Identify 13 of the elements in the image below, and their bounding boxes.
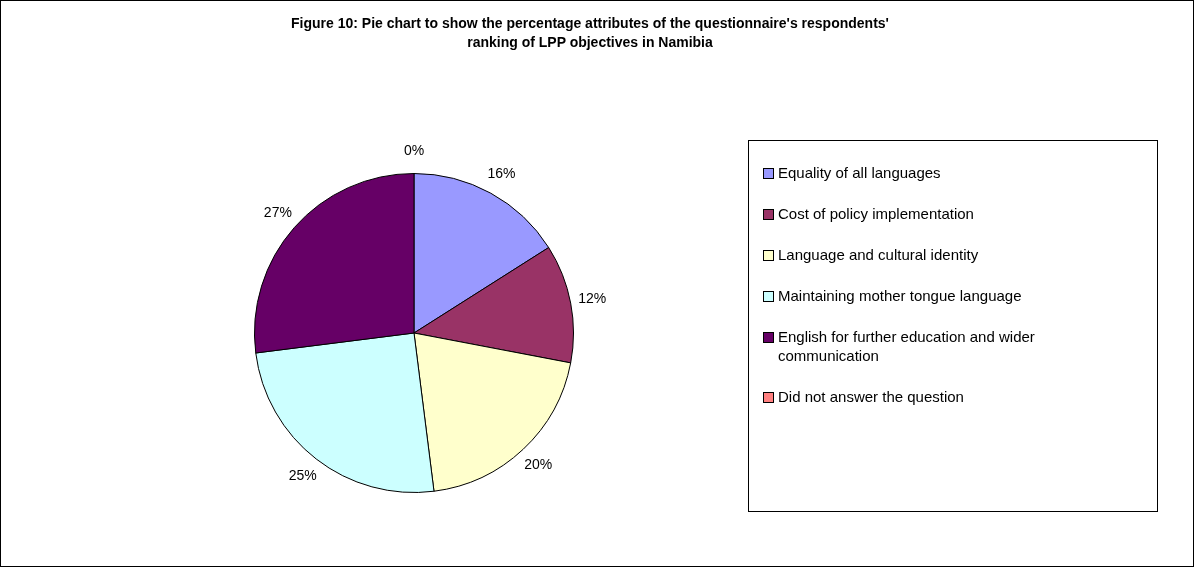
legend-label: Did not answer the question	[778, 387, 964, 406]
data-label: 20%	[524, 456, 553, 473]
legend-label: Cost of policy implementation	[778, 204, 974, 223]
data-label: 27%	[263, 203, 292, 220]
legend-label: Maintaining mother tongue language	[778, 286, 1022, 305]
data-label: 16%	[487, 164, 516, 181]
legend-label: Equality of all languages	[778, 163, 941, 182]
data-label: 25%	[288, 467, 317, 484]
legend-label: Language and cultural identity	[778, 245, 979, 264]
text: 0%	[403, 142, 425, 159]
chart-title: Figure 10: Pie chart to show the percentage attributes of the questionnaire's respondents' ranking of LPP objectives in Namibia	[290, 14, 890, 52]
data-label: 12%	[578, 289, 607, 306]
legend-label: English for further education and wider communication	[778, 327, 1036, 365]
